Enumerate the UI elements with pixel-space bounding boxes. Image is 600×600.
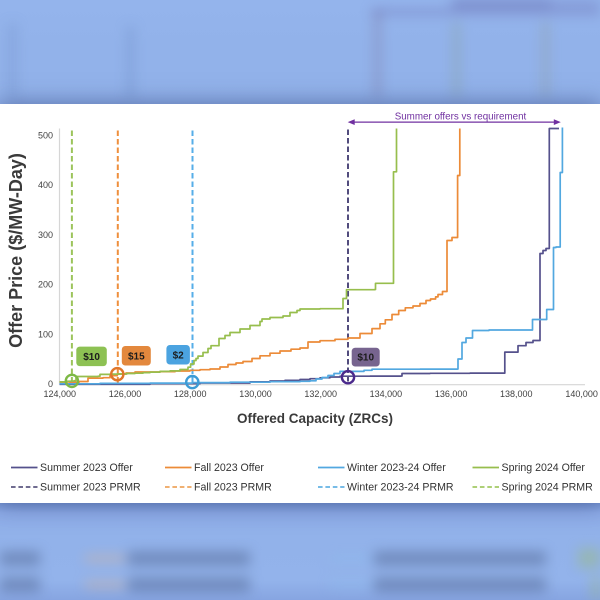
svg-text:200: 200 — [38, 279, 53, 289]
svg-text:124,000: 124,000 — [44, 389, 77, 399]
svg-text:128,000: 128,000 — [174, 389, 207, 399]
svg-text:Fall 2023 PRMR: Fall 2023 PRMR — [194, 481, 272, 493]
svg-text:$2: $2 — [173, 350, 185, 361]
svg-text:130,000: 130,000 — [239, 389, 272, 399]
svg-text:Winter 2023-24 PRMR: Winter 2023-24 PRMR — [347, 481, 454, 493]
svg-text:136,000: 136,000 — [435, 389, 468, 399]
svg-text:Summer 2023 PRMR: Summer 2023 PRMR — [40, 481, 141, 493]
svg-text:500: 500 — [38, 130, 53, 140]
svg-text:$10: $10 — [357, 352, 374, 363]
svg-text:100: 100 — [38, 329, 53, 339]
svg-text:400: 400 — [38, 180, 53, 190]
svg-text:Fall 2023 Offer: Fall 2023 Offer — [194, 462, 264, 474]
svg-text:Spring 2024 Offer: Spring 2024 Offer — [502, 462, 586, 474]
svg-text:Offered Capacity (ZRCs): Offered Capacity (ZRCs) — [237, 411, 393, 426]
svg-text:Summer 2023 Offer: Summer 2023 Offer — [40, 462, 133, 474]
svg-text:Spring 2024 PRMR: Spring 2024 PRMR — [502, 481, 594, 493]
svg-text:$15: $15 — [128, 351, 145, 362]
svg-text:134,000: 134,000 — [370, 389, 403, 399]
svg-text:132,000: 132,000 — [304, 389, 337, 399]
svg-text:Summer offers vs requirement: Summer offers vs requirement — [395, 111, 527, 122]
svg-text:Winter 2023-24 Offer: Winter 2023-24 Offer — [347, 462, 446, 474]
svg-text:$10: $10 — [83, 351, 100, 362]
svg-text:300: 300 — [38, 230, 53, 240]
svg-text:126,000: 126,000 — [109, 389, 142, 399]
svg-text:Offer Price ($/MW-Day): Offer Price ($/MW-Day) — [6, 153, 26, 348]
svg-text:0: 0 — [48, 379, 53, 389]
svg-text:140,000: 140,000 — [565, 389, 598, 399]
svg-text:138,000: 138,000 — [500, 389, 533, 399]
